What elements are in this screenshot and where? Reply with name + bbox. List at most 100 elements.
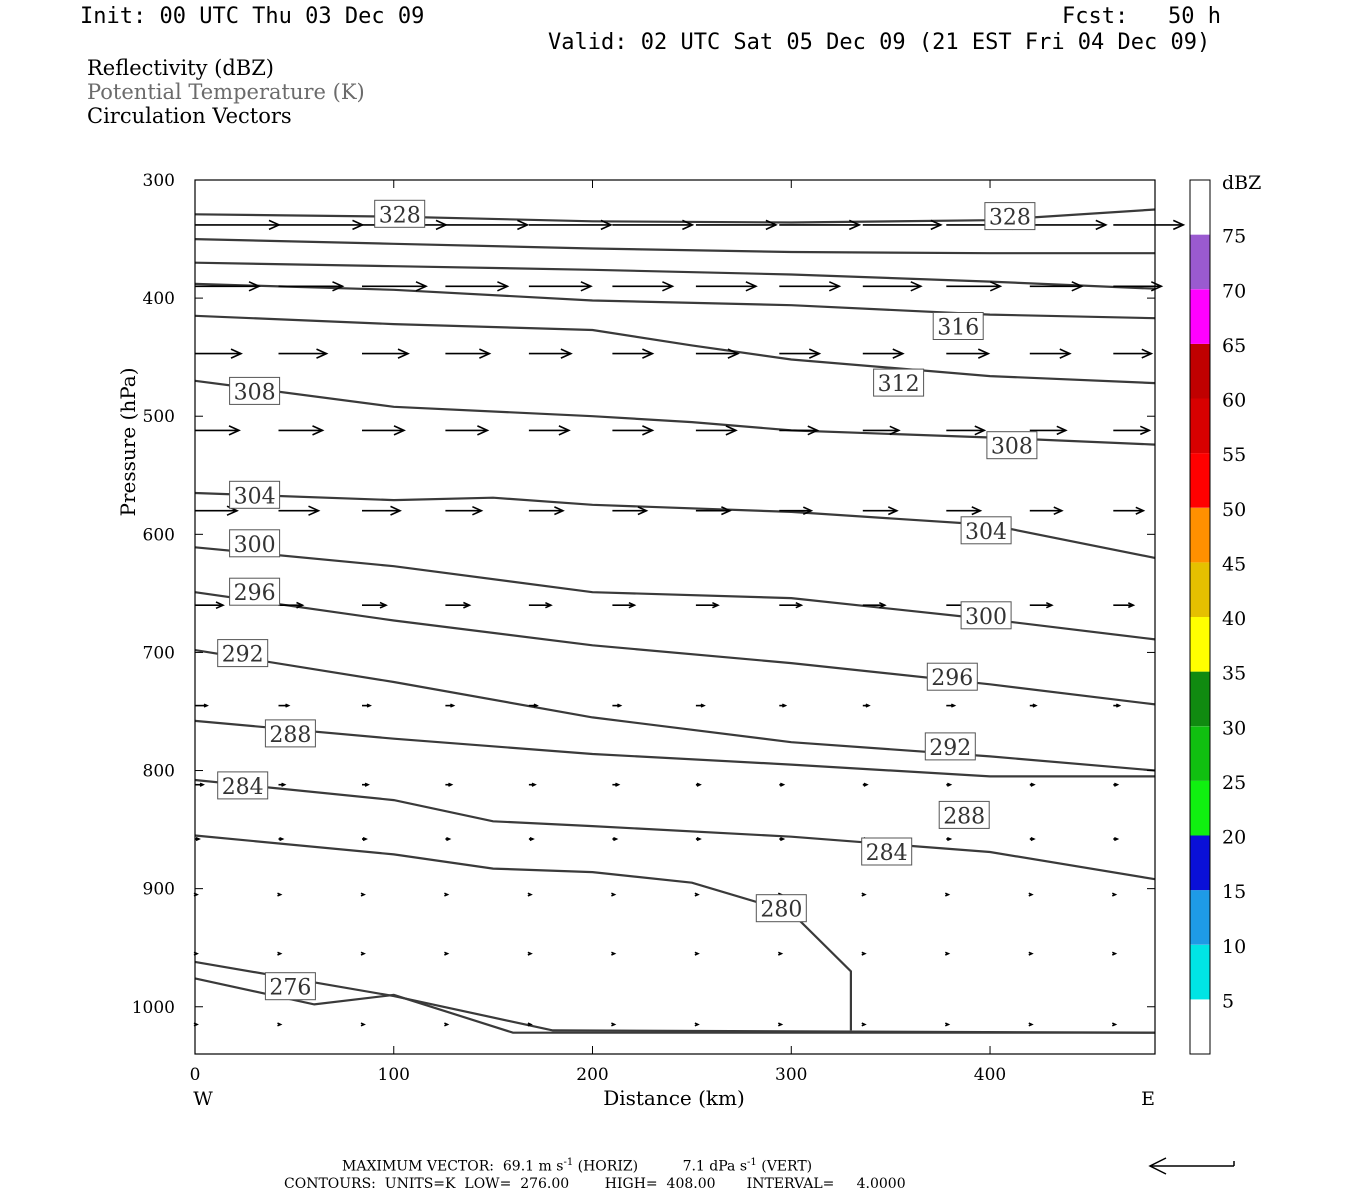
colorbar-segment — [1190, 289, 1210, 344]
colorbar-tick-label: 35 — [1222, 663, 1246, 685]
y-tick-label: 1000 — [132, 998, 175, 1018]
vector-head — [415, 281, 428, 292]
vector-head — [802, 506, 814, 516]
x-tick-label: 0 — [190, 1065, 201, 1085]
contour-label-328: 328 — [989, 206, 1031, 231]
vector-head — [944, 1022, 951, 1027]
vector-head — [637, 506, 649, 516]
theta-contour-284 — [194, 834, 852, 1031]
colorbar-segment — [1190, 999, 1210, 1054]
vector-head — [312, 425, 325, 436]
vector-head — [613, 836, 619, 842]
vector-head — [560, 348, 573, 359]
colorbar-frame — [1189, 179, 1211, 1055]
vector-head — [545, 601, 553, 609]
vector-head — [364, 782, 370, 787]
contour-label-280: 280 — [760, 898, 802, 923]
vector-head — [721, 506, 732, 516]
contour-label-box — [264, 972, 316, 1001]
vector-head — [332, 281, 345, 292]
vector-head — [230, 348, 243, 359]
colorbar-segment — [1190, 835, 1210, 891]
contour-label-308: 308 — [991, 435, 1033, 460]
vector-head — [971, 506, 983, 516]
theta-contour-320 — [194, 282, 1156, 320]
vector-head — [533, 703, 539, 708]
contour-label-328: 328 — [379, 203, 421, 228]
horiz-exponent: -1 — [563, 1157, 574, 1168]
vector-head — [531, 782, 537, 787]
y-tick-label: 300 — [143, 171, 175, 191]
vector-head — [725, 425, 738, 436]
colorbar-segment — [1190, 617, 1210, 672]
vector-head — [887, 506, 899, 516]
y-tick-label: 500 — [143, 407, 175, 427]
contour-label-292: 292 — [222, 643, 264, 668]
x-tick-label: 200 — [576, 1065, 608, 1085]
vector-head — [1111, 1022, 1118, 1027]
vector-head — [281, 782, 287, 787]
x-tick-label: 400 — [974, 1065, 1006, 1085]
vector-head — [777, 1022, 784, 1027]
vector-head — [444, 951, 450, 956]
legend-reflectivity: Reflectivity (dBZ) — [87, 56, 275, 80]
vector-head — [390, 505, 402, 516]
vector-head — [1141, 348, 1154, 359]
vector-head — [463, 601, 472, 609]
colorbar-tick-label: 60 — [1222, 390, 1246, 412]
vector-head — [642, 348, 655, 359]
contour-label-300: 300 — [234, 533, 276, 558]
vert-tag: (VERT) — [761, 1158, 813, 1175]
contour-label-box — [873, 368, 925, 397]
colorbar-segment — [1190, 234, 1210, 290]
legend-circulation-vectors: Circulation Vectors — [87, 104, 292, 128]
contour-label-box — [984, 202, 1036, 231]
vector-head — [615, 782, 621, 787]
colorbar-tick-label: 15 — [1222, 881, 1246, 903]
vector-head — [910, 281, 923, 292]
y-axis-title: Pressure (hPa) — [116, 368, 140, 517]
theta-contour-316 — [194, 314, 1156, 385]
colorbar-tick-label: 30 — [1222, 717, 1246, 739]
contour-label-box — [960, 516, 1012, 545]
contour-label-box — [374, 199, 426, 228]
colorbar-tick-label: 40 — [1222, 608, 1246, 630]
vector-head — [285, 703, 291, 708]
y-tick-label: 400 — [143, 289, 175, 309]
vector-head — [580, 281, 593, 292]
vector-head — [448, 782, 454, 787]
vector-head — [444, 1022, 450, 1027]
plot-frame — [194, 179, 1156, 1055]
colorbar-tick-label: 65 — [1222, 335, 1246, 357]
vector-head — [977, 348, 991, 359]
contour-label-300: 300 — [965, 605, 1007, 630]
vector-head — [203, 703, 209, 708]
vector-head — [517, 219, 530, 231]
vector-head — [1059, 348, 1072, 359]
vector-head — [277, 892, 283, 897]
vector-head — [444, 892, 450, 897]
vector-head — [366, 703, 372, 708]
vector-head — [865, 703, 871, 708]
vector-head — [946, 836, 953, 842]
vector-head — [696, 782, 702, 787]
vector-head — [795, 601, 804, 609]
colorbar-tick-label: 50 — [1222, 499, 1246, 521]
theta-contour-292 — [194, 719, 1155, 778]
vector-head — [642, 425, 655, 436]
x-west-label: W — [193, 1088, 213, 1110]
contour-label-292: 292 — [929, 736, 971, 761]
y-tick-label: 800 — [143, 762, 175, 782]
colorbar-tick-label: 45 — [1222, 553, 1246, 575]
colorbar-segment — [1190, 180, 1210, 235]
vector-head — [617, 703, 623, 708]
x-tick-label: 300 — [775, 1065, 807, 1085]
max-vector-label: MAXIMUM VECTOR: — [342, 1158, 494, 1175]
vector-head — [892, 348, 905, 359]
vector-head — [450, 703, 456, 708]
vector-head — [611, 892, 617, 897]
vector-head — [446, 836, 452, 842]
contour-label-box — [926, 662, 978, 691]
vector-head — [662, 281, 675, 292]
vector-head — [828, 281, 842, 292]
